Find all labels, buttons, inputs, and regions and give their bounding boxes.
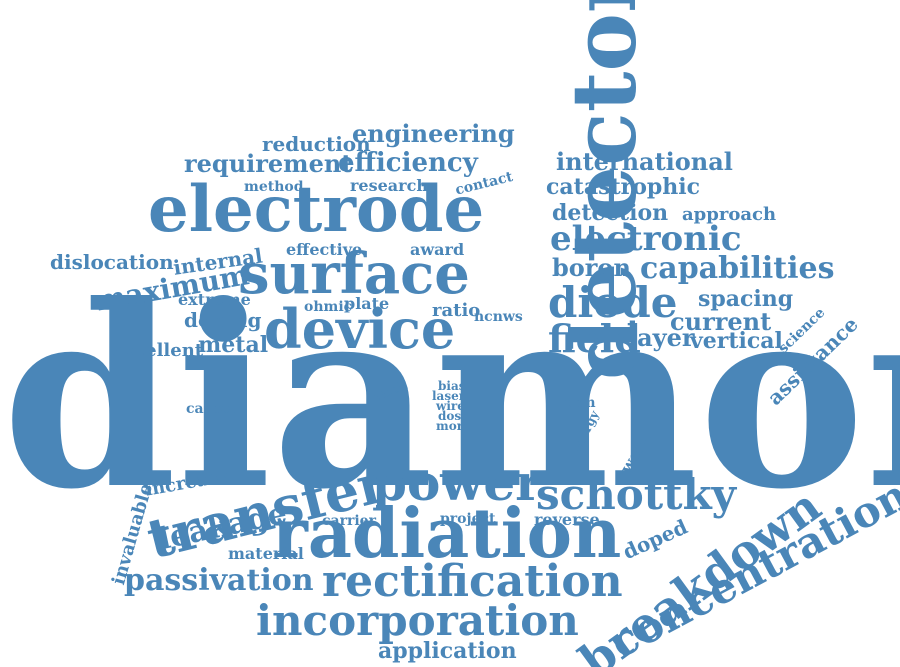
word-doping: doping xyxy=(184,308,262,332)
word-dislocation: dislocation xyxy=(50,250,174,274)
word-research: research xyxy=(350,176,428,195)
word-surface: surface xyxy=(238,241,470,307)
word-passivation: passivation xyxy=(124,563,314,598)
word-award: award xyxy=(410,240,465,259)
word-boron: boron xyxy=(552,253,631,282)
word-carrier: carrier xyxy=(322,513,376,529)
word-device: device xyxy=(264,297,456,361)
word-ohmic: ohmic xyxy=(304,299,353,315)
word-international: international xyxy=(556,147,733,176)
word-power: power xyxy=(372,453,542,512)
word-form: form xyxy=(558,395,596,411)
word-effective: effective xyxy=(286,240,363,259)
word-dose: dose xyxy=(438,409,469,423)
word-reverse: reverse xyxy=(534,510,600,529)
word-field: field xyxy=(548,316,641,361)
word-carbon: carbon xyxy=(186,401,241,417)
word-diamond: diamond xyxy=(2,250,900,544)
word-reduction: reduction xyxy=(262,132,371,156)
word-approach: approach xyxy=(682,204,777,225)
word-engineering: engineering xyxy=(352,119,515,148)
word-electronic: electronic xyxy=(550,219,742,259)
word-method: method xyxy=(244,179,304,195)
word-radiation: radiation xyxy=(272,494,622,574)
word-electrode: electrode xyxy=(148,172,485,247)
word-efficiency: efficiency xyxy=(338,148,478,178)
word-more: more xyxy=(436,419,471,433)
word-metal: metal xyxy=(198,332,269,358)
word-current: current xyxy=(670,307,772,336)
word-vertical: vertical xyxy=(690,328,783,354)
word-spacing: spacing xyxy=(698,286,794,312)
word-plate: plate xyxy=(344,294,390,313)
word-laser: laser xyxy=(432,389,466,403)
word-extreme: extreme xyxy=(178,290,251,309)
word-material: material xyxy=(228,544,304,563)
word-wire: wire xyxy=(436,399,465,413)
word-bias: bias xyxy=(438,379,466,393)
word-ncnws: ncnws xyxy=(474,309,523,325)
word-requirement: requirement xyxy=(184,149,353,178)
word-application: application xyxy=(378,638,517,664)
word-ratio: ratio xyxy=(432,300,481,321)
word-capabilities: capabilities xyxy=(640,251,835,286)
word-catastrophic: catastrophic xyxy=(546,174,701,200)
word-project: project xyxy=(440,511,496,527)
word-schottky: schottky xyxy=(536,470,737,519)
word-detection: detection xyxy=(552,200,669,226)
word-excellent: excellent xyxy=(112,340,204,361)
word-diode: diode xyxy=(548,278,678,327)
word-incorporation: incorporation xyxy=(256,596,579,645)
word-rectification: rectification xyxy=(322,556,623,607)
word-layer: layer xyxy=(628,323,695,352)
